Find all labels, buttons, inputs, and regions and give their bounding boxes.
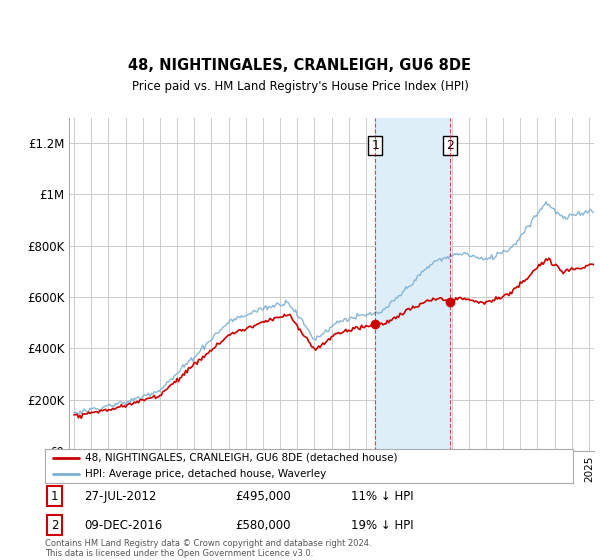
Text: 19% ↓ HPI: 19% ↓ HPI [351, 519, 414, 531]
Text: £580,000: £580,000 [235, 519, 290, 531]
Text: 09-DEC-2016: 09-DEC-2016 [85, 519, 163, 531]
Text: 48, NIGHTINGALES, CRANLEIGH, GU6 8DE (detached house): 48, NIGHTINGALES, CRANLEIGH, GU6 8DE (de… [85, 452, 397, 463]
Text: Price paid vs. HM Land Registry's House Price Index (HPI): Price paid vs. HM Land Registry's House … [131, 80, 469, 92]
Text: 48, NIGHTINGALES, CRANLEIGH, GU6 8DE: 48, NIGHTINGALES, CRANLEIGH, GU6 8DE [128, 58, 472, 73]
Text: HPI: Average price, detached house, Waverley: HPI: Average price, detached house, Wave… [85, 469, 326, 479]
Text: 11% ↓ HPI: 11% ↓ HPI [351, 490, 414, 503]
Bar [375, 118, 450, 451]
Text: 1: 1 [51, 490, 58, 503]
Text: 2: 2 [51, 519, 58, 531]
Text: 27-JUL-2012: 27-JUL-2012 [85, 490, 157, 503]
Text: Contains HM Land Registry data © Crown copyright and database right 2024.
This d: Contains HM Land Registry data © Crown c… [45, 539, 371, 558]
Text: 2: 2 [446, 139, 454, 152]
Text: £495,000: £495,000 [235, 490, 291, 503]
Text: 1: 1 [371, 139, 379, 152]
